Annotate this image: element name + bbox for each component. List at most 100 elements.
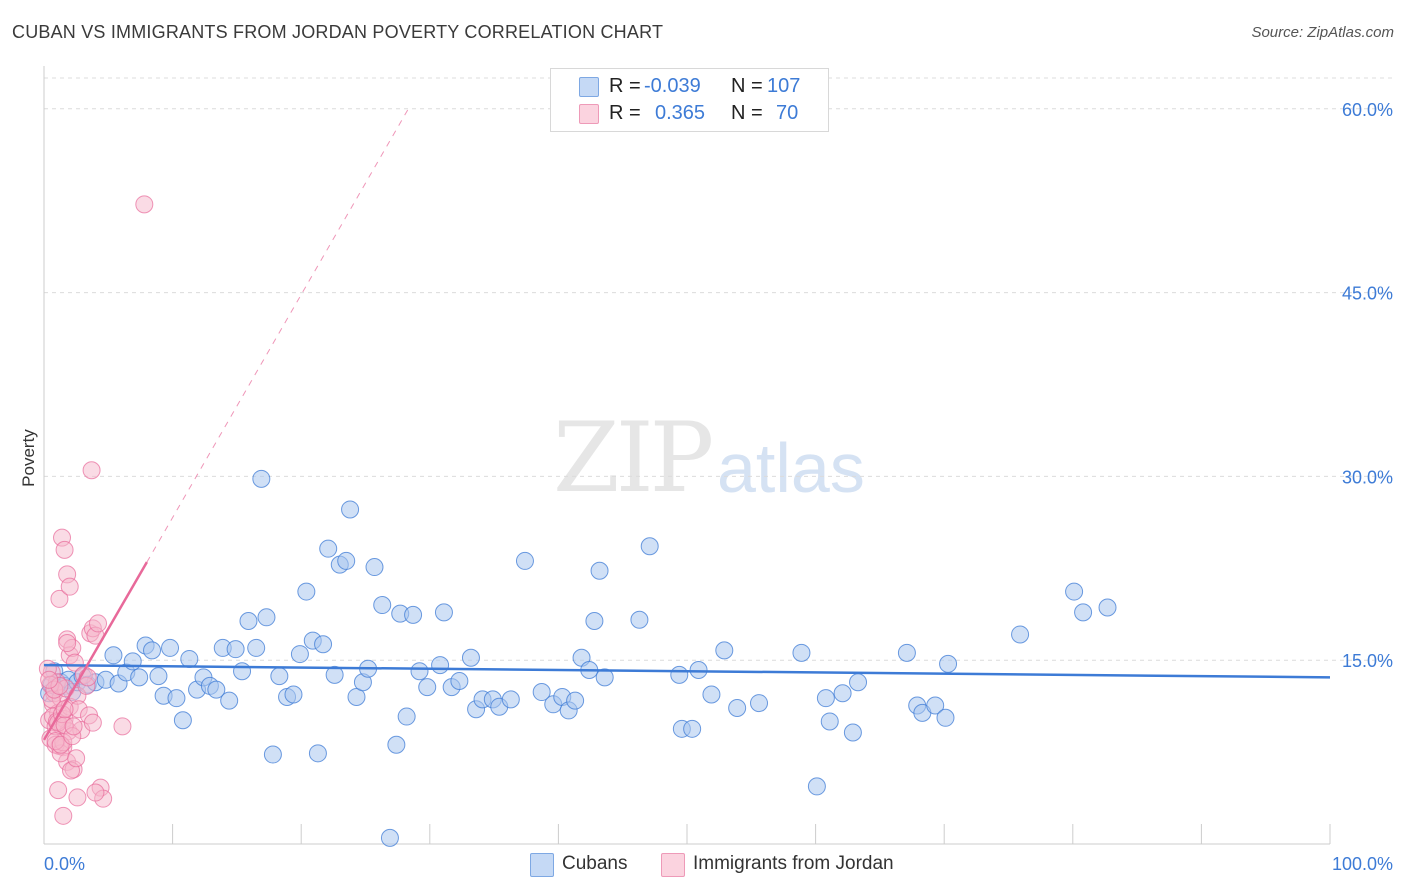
jordan-point [50,589,69,608]
cubans-point [450,672,469,691]
cubans-point [239,611,258,630]
cubans-point [123,652,142,671]
cubans-point [939,654,958,673]
cubans-point [341,500,360,519]
bottom-legend-label-jordan: Immigrants from Jordan [693,853,894,874]
y-tick-label: 30.0% [1342,467,1393,487]
cubans-point [926,696,945,715]
cubans-point [387,735,406,754]
cubans-point [792,643,811,662]
bottom-legend-label-cubans: Cubans [562,853,628,874]
jordan-trend-line [42,561,148,741]
jordan-point [65,653,84,672]
cubans-point [410,662,429,681]
cubans-point [566,691,585,710]
bottom-legend-swatch-cubans [530,853,554,877]
cubans-point [715,641,734,660]
jordan-point [135,195,154,214]
cubans-point [314,635,333,654]
jordan-point [55,540,74,559]
jordan-point [64,717,83,736]
cubans-point [104,646,123,665]
jordan-point [49,781,68,800]
legend-swatch-jordan [579,104,599,124]
legend-r-label: R = [609,102,641,124]
y-axis-label: Poverty [19,429,38,487]
cubans-point [936,708,955,727]
cubans-point [630,610,649,629]
cubans-point [263,745,282,764]
source-label: Source: ZipAtlas.com [1251,24,1394,41]
watermark-atlas: atlas [717,429,865,507]
cubans-point [397,707,416,726]
cubans-point [833,684,852,703]
cubans-point [233,662,252,681]
cubans-point [180,649,199,668]
cubans-point [297,582,316,601]
cubans-point [1011,625,1030,644]
cubans-point [130,668,149,687]
cubans-point [404,605,423,624]
cubans-point [226,640,245,659]
cubans-point [380,828,399,847]
y-tick-label: 60.0% [1342,100,1393,120]
cubans-point [728,698,747,717]
x-tick-label: 100.0% [1332,854,1393,874]
cubans-point [373,596,392,615]
cubans-point [290,645,309,664]
chart-title: CUBAN VS IMMIGRANTS FROM JORDAN POVERTY … [12,22,664,42]
jordan-point [82,461,101,480]
y-tick-label: 15.0% [1342,651,1393,671]
cubans-point [750,694,769,713]
cubans-point [220,691,239,710]
x-tick-label: 0.0% [44,854,85,874]
cubans-point [1098,598,1117,617]
cubans-point [252,469,271,488]
cubans-point [365,558,384,577]
cubans-point [501,690,520,709]
cubans-point [461,648,480,667]
cubans-point [590,561,609,580]
cubans-point [816,689,835,708]
legend-n-value: 107 [767,75,801,97]
bottom-legend: Cubans Immigrants from Jordan [0,852,1406,878]
cubans-point [325,665,344,684]
cubans-point [337,551,356,570]
cubans-trend-line [43,663,1331,679]
cubans-point [431,656,450,675]
cubans-point [689,660,708,679]
cubans-point [515,551,534,570]
cubans-point [820,712,839,731]
y-tick-label: 45.0% [1342,284,1393,304]
cubans-point [308,744,327,763]
bottom-legend-swatch-jordan [661,853,685,877]
cubans-point [849,673,868,692]
cubans-point [683,719,702,738]
jordan-point [58,634,77,653]
cubans-point [161,638,180,657]
cubans-point [167,689,186,708]
cubans-point [270,667,289,686]
cubans-point [257,608,276,627]
cubans-point [640,537,659,556]
cubans-point [149,667,168,686]
cubans-point [247,638,266,657]
jordan-point [60,577,79,596]
legend-r-value: 0.365 [655,102,706,124]
jordan-point [83,713,102,732]
cubans-point [143,641,162,660]
legend: R = -0.039 N = 107 R = 0.365 N = 70 [550,68,829,132]
jordan-point [67,749,86,768]
jordan-point [54,806,73,825]
cubans-point [418,678,437,697]
jordan-point [86,783,105,802]
jordan-point [78,668,97,687]
cubans-point [702,685,721,704]
cubans-point [1065,582,1084,601]
legend-n-value: 70 [776,102,799,124]
cubans-point [670,665,689,684]
cubans-point [173,711,192,730]
jordan-trend-extension [146,104,411,563]
jordan-point [89,614,108,633]
cubans-point [1074,603,1093,622]
